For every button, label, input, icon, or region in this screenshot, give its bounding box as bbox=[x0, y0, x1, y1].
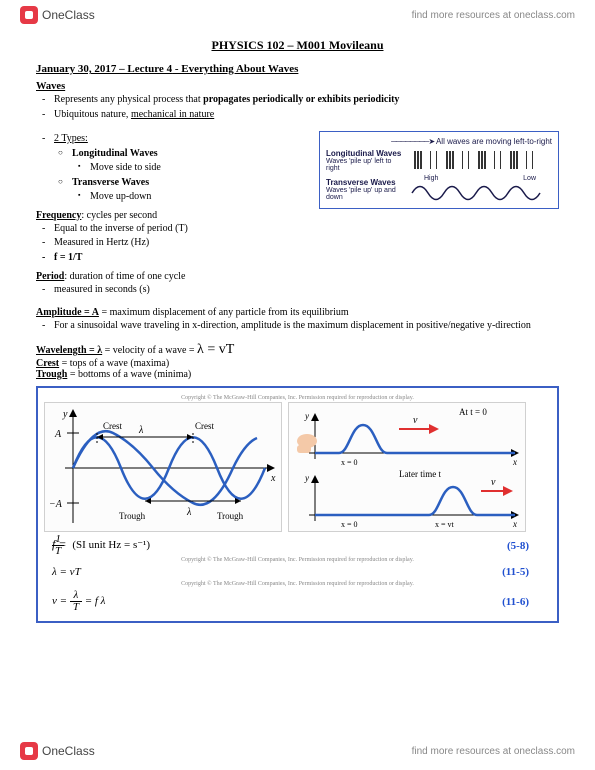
list-item: 2 Types: Longitudinal Waves Move side to… bbox=[54, 132, 309, 204]
page-header: OneClass find more resources at oneclass… bbox=[0, 0, 595, 30]
types-row: 2 Types: Longitudinal Waves Move side to… bbox=[36, 131, 559, 265]
list-item: measured in seconds (s) bbox=[54, 283, 559, 297]
svg-text:x = vt: x = vt bbox=[435, 520, 455, 529]
list-item: Move side to side bbox=[90, 161, 309, 175]
transverse-wave-icon bbox=[410, 182, 550, 204]
svg-text:y: y bbox=[62, 409, 68, 420]
footer-cta: find more resources at oneclass.com bbox=[412, 746, 575, 757]
svg-text:x: x bbox=[512, 519, 517, 529]
waves-list: Represents any physical process that pro… bbox=[36, 93, 559, 121]
list-item: Transverse Waves Move up-down bbox=[72, 176, 309, 204]
period-block: Period: duration of time of one cycle me… bbox=[36, 271, 559, 297]
svg-text:Later time t: Later time t bbox=[399, 469, 441, 479]
svg-text:−A: −A bbox=[49, 499, 63, 510]
main-wave-figure: Copyright © The McGraw-Hill Companies, I… bbox=[36, 386, 559, 623]
longitudinal-wave-icon bbox=[410, 147, 550, 173]
list-item: f = 1/T bbox=[54, 251, 309, 265]
svg-text:λ: λ bbox=[138, 425, 144, 436]
page-footer: OneClass find more resources at oneclass… bbox=[0, 736, 595, 766]
brand-name: OneClass bbox=[42, 744, 95, 758]
svg-text:At t = 0: At t = 0 bbox=[459, 407, 487, 417]
svg-text:Crest: Crest bbox=[195, 421, 214, 431]
brand-logo: OneClass bbox=[20, 742, 95, 760]
lecture-topic: - Everything About Waves bbox=[172, 63, 298, 75]
svg-text:y: y bbox=[304, 411, 309, 421]
wave-pulse-diagram: At t = 0 y x v x = 0 Later time t y bbox=[288, 402, 526, 532]
logo-icon bbox=[20, 742, 38, 760]
wavelength-block: Wavelength = λ = velocity of a wave = λ … bbox=[36, 342, 559, 380]
header-cta: find more resources at oneclass.com bbox=[412, 10, 575, 21]
svg-text:Trough: Trough bbox=[119, 511, 146, 521]
equation-11-6: v = λT = f λ (11-6) bbox=[44, 588, 551, 615]
document-body: PHYSICS 102 – M001 Movileanu January 30,… bbox=[0, 30, 595, 623]
list-item: Longitudinal Waves Move side to side bbox=[72, 147, 309, 175]
page-title: PHYSICS 102 – M001 Movileanu bbox=[36, 38, 559, 53]
svg-text:x = 0: x = 0 bbox=[341, 458, 358, 467]
svg-text:v: v bbox=[413, 415, 418, 426]
list-item: Equal to the inverse of period (T) bbox=[54, 222, 309, 236]
brand-name: OneClass bbox=[42, 8, 95, 22]
brand-logo: OneClass bbox=[20, 6, 95, 24]
types-column: 2 Types: Longitudinal Waves Move side to… bbox=[36, 131, 309, 265]
svg-text:λ: λ bbox=[186, 507, 192, 518]
list-item: Represents any physical process that pro… bbox=[54, 93, 559, 107]
equation-11-5: λ = vT (11-5) bbox=[44, 564, 551, 580]
svg-text:y: y bbox=[304, 473, 309, 483]
svg-text:x = 0: x = 0 bbox=[341, 520, 358, 529]
svg-text:Crest: Crest bbox=[103, 421, 122, 431]
svg-text:x: x bbox=[512, 457, 517, 467]
lecture-subtitle: January 30, 2017 – Lecture 4 - Everythin… bbox=[36, 63, 559, 75]
waves-heading: Waves bbox=[36, 81, 559, 92]
list-item: Move up-down bbox=[90, 190, 309, 204]
svg-text:Trough: Trough bbox=[217, 511, 244, 521]
lecture-date: January 30, 2017 – Lecture 4 bbox=[36, 63, 172, 75]
list-item: Ubiquitous nature, mechanical in nature bbox=[54, 108, 559, 122]
svg-text:x: x bbox=[270, 473, 276, 484]
equation-5-8: 1T (SI unit Hz = s⁻¹) (5-8) bbox=[44, 532, 551, 559]
list-item: For a sinusoidal wave traveling in x-dir… bbox=[54, 319, 559, 333]
svg-text:v: v bbox=[491, 477, 496, 488]
frequency-block: Frequency: cycles per second Equal to th… bbox=[36, 210, 309, 265]
list-item: Measured in Hertz (Hz) bbox=[54, 236, 309, 250]
logo-icon bbox=[20, 6, 38, 24]
svg-text:A: A bbox=[54, 429, 62, 440]
sine-wave-diagram: y x A −A λ Cre bbox=[44, 402, 282, 532]
wave-types-diagram: ────────➤ All waves are moving left-to-r… bbox=[319, 131, 559, 209]
amplitude-block: Amplitude = A = maximum displacement of … bbox=[36, 307, 559, 333]
